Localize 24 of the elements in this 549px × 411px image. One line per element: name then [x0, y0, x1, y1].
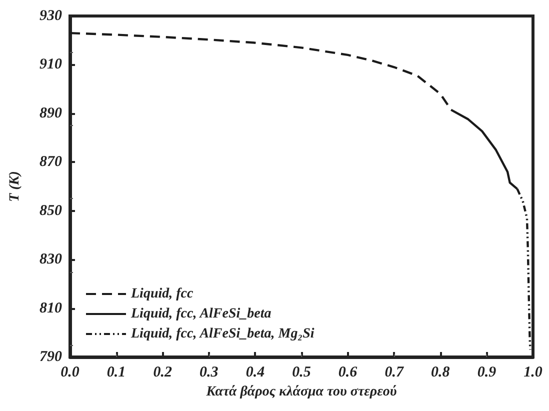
y-tick-label: 870 [40, 154, 62, 170]
x-tick-label: 0.0 [60, 364, 80, 380]
x-tick-label: 0.2 [153, 364, 172, 380]
y-tick-label: 790 [40, 349, 62, 365]
x-tick-label: 0.8 [431, 364, 450, 380]
x-tick-label: 0.5 [292, 364, 312, 380]
x-tick-label: 0.6 [338, 364, 358, 380]
x-tick-label: 0.1 [106, 364, 126, 380]
y-tick-label: 890 [40, 105, 62, 122]
x-tick-label: 0.7 [384, 364, 404, 380]
x-axis-title: Κατά βάρος κλάσμα του στερεού [205, 384, 397, 400]
legend-label: Liquid, fcc, AlFeSi_beta, Mg₂Si [130, 326, 314, 342]
x-tick-label: 1.0 [524, 364, 543, 380]
legend-label: Liquid, fcc, AlFeSi_beta [130, 306, 272, 322]
x-tick-label: 0.4 [246, 364, 266, 380]
legend-label: Liquid, fcc [130, 286, 194, 302]
y-tick-label: 910 [40, 56, 62, 73]
y-tick-label: 830 [40, 252, 62, 268]
y-axis-title: T (K) [8, 171, 22, 202]
y-tick-label: 930 [40, 8, 62, 24]
x-tick-label: 0.9 [477, 364, 497, 380]
x-tick-label: 0.3 [200, 364, 219, 380]
y-tick-label: 810 [40, 300, 62, 316]
y-tick-label: 850 [40, 202, 62, 219]
